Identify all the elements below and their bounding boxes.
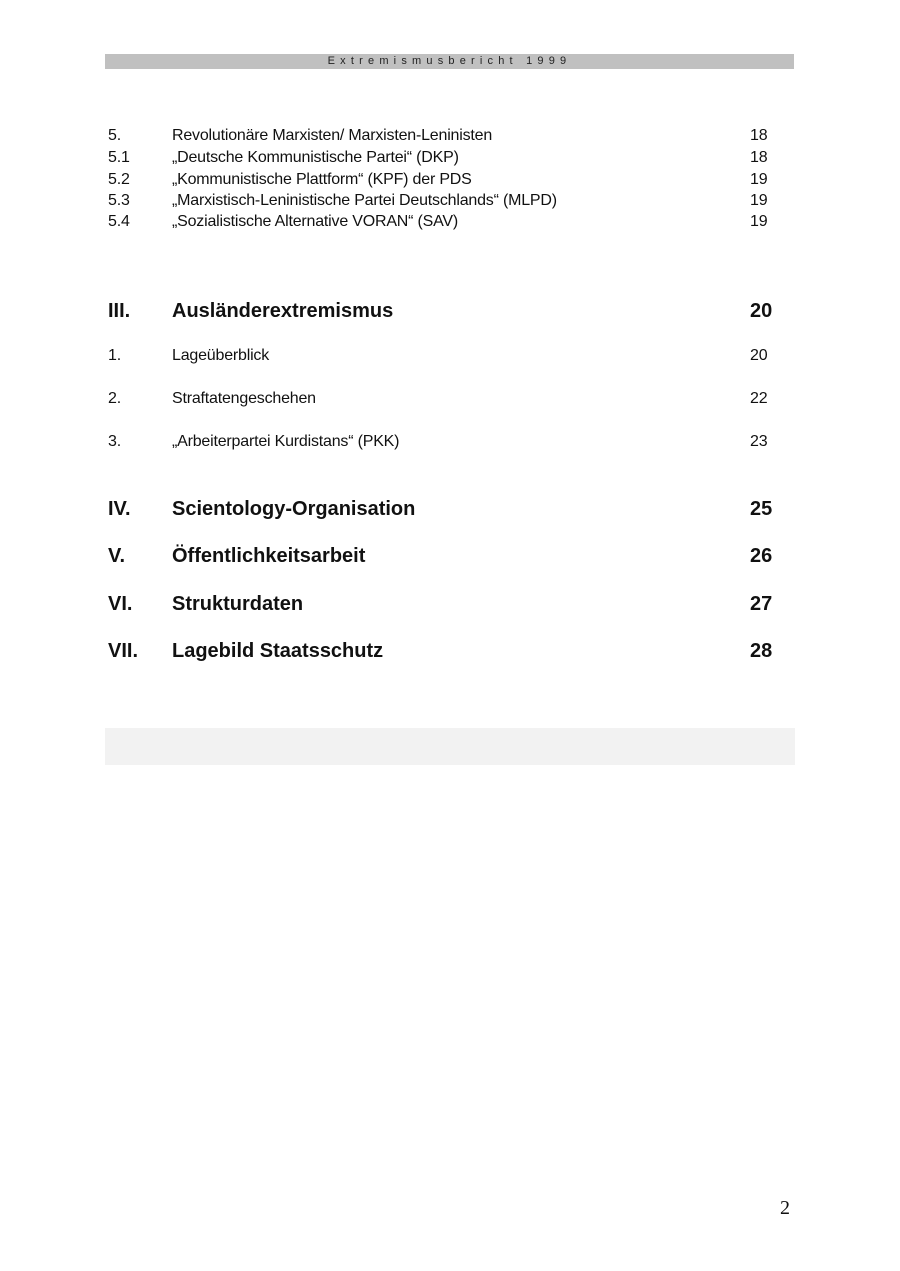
toc-entry: 3. „Arbeiterpartei Kurdistans“ (PKK) 23	[0, 431, 900, 453]
page-number: 2	[780, 1197, 790, 1219]
toc-entry: 5.4 „Sozialistische Alternative VORAN“ (S…	[0, 211, 900, 233]
toc-entry: 2. Straftatengeschehen 22	[0, 388, 900, 410]
toc-title: Revolutionäre Marxisten/ Marxisten-Lenin…	[172, 127, 493, 144]
toc-title: Ausländerextremismus	[172, 300, 394, 322]
toc-title: Öffentlichkeitsarbeit	[172, 545, 366, 567]
header-title: Extremismusbericht 1999	[327, 55, 572, 67]
shaded-box	[105, 728, 795, 765]
toc-page: 19	[750, 171, 768, 188]
toc-page: 19	[750, 213, 768, 230]
toc-number: 1.	[108, 347, 121, 364]
toc-title: „Sozialistische Alternative VORAN“ (SAV)	[172, 213, 459, 230]
toc-page: 18	[750, 149, 768, 166]
toc-number: III.	[108, 300, 131, 322]
toc-number: V.	[108, 545, 126, 567]
toc-page: 27	[750, 593, 773, 615]
toc-title: „Arbeiterpartei Kurdistans“ (PKK)	[172, 433, 400, 450]
toc-title: „Marxistisch-Leninistische Partei Deutsc…	[172, 192, 557, 209]
toc-page: 20	[750, 300, 773, 322]
toc-number: IV.	[108, 498, 131, 520]
toc-page: 23	[750, 433, 768, 450]
toc-entry: 5.2 „Kommunistische Plattform“ (KPF) der …	[0, 169, 900, 191]
toc-title: Lageüberblick	[172, 347, 270, 364]
toc-entry: 5. Revolutionäre Marxisten/ Marxisten-Len…	[0, 125, 900, 147]
toc-title: Strukturdaten	[172, 593, 304, 615]
toc-title: Straftatengeschehen	[172, 390, 316, 407]
toc-entry: VI. Strukturdaten 27	[0, 591, 900, 615]
toc-number: 5.1	[108, 149, 130, 166]
toc-page: 25	[750, 498, 773, 520]
toc-title: „Kommunistische Plattform“ (KPF) der PDS	[172, 171, 472, 188]
toc-number: 5.2	[108, 171, 130, 188]
toc-number: 5.	[108, 127, 121, 144]
toc-title: „Deutsche Kommunistische Partei“ (DKP)	[172, 149, 459, 166]
toc-number: 3.	[108, 433, 121, 450]
toc-title: Scientology-Organisation	[172, 498, 416, 520]
toc-number: 5.3	[108, 192, 130, 209]
toc-page: 22	[750, 390, 768, 407]
toc-page: 26	[750, 545, 773, 567]
toc-entry: 5.3 „Marxistisch-Leninistische Partei Deu…	[0, 190, 900, 212]
toc-number: 5.4	[108, 213, 130, 230]
toc-entry: 1. Lageüberblick 20	[0, 345, 900, 367]
toc-entry: VII. Lagebild Staatsschutz 28	[0, 638, 900, 662]
toc-page: 18	[750, 127, 768, 144]
running-header: Extremismusbericht 1999	[105, 54, 794, 69]
toc-entry: III. Ausländerextremismus 20	[0, 298, 900, 322]
toc-entry: V. Öffentlichkeitsarbeit 26	[0, 543, 900, 567]
toc-title: Lagebild Staatsschutz	[172, 640, 384, 662]
toc-page: 28	[750, 640, 773, 662]
toc-entry: IV. Scientology-Organisation 25	[0, 496, 900, 520]
toc-number: 2.	[108, 390, 121, 407]
toc-number: VI.	[108, 593, 133, 615]
toc-number: VII.	[108, 640, 139, 662]
toc-page: 20	[750, 347, 768, 364]
toc-page: 19	[750, 192, 768, 209]
toc-entry: 5.1 „Deutsche Kommunistische Partei“ (DKP…	[0, 147, 900, 169]
